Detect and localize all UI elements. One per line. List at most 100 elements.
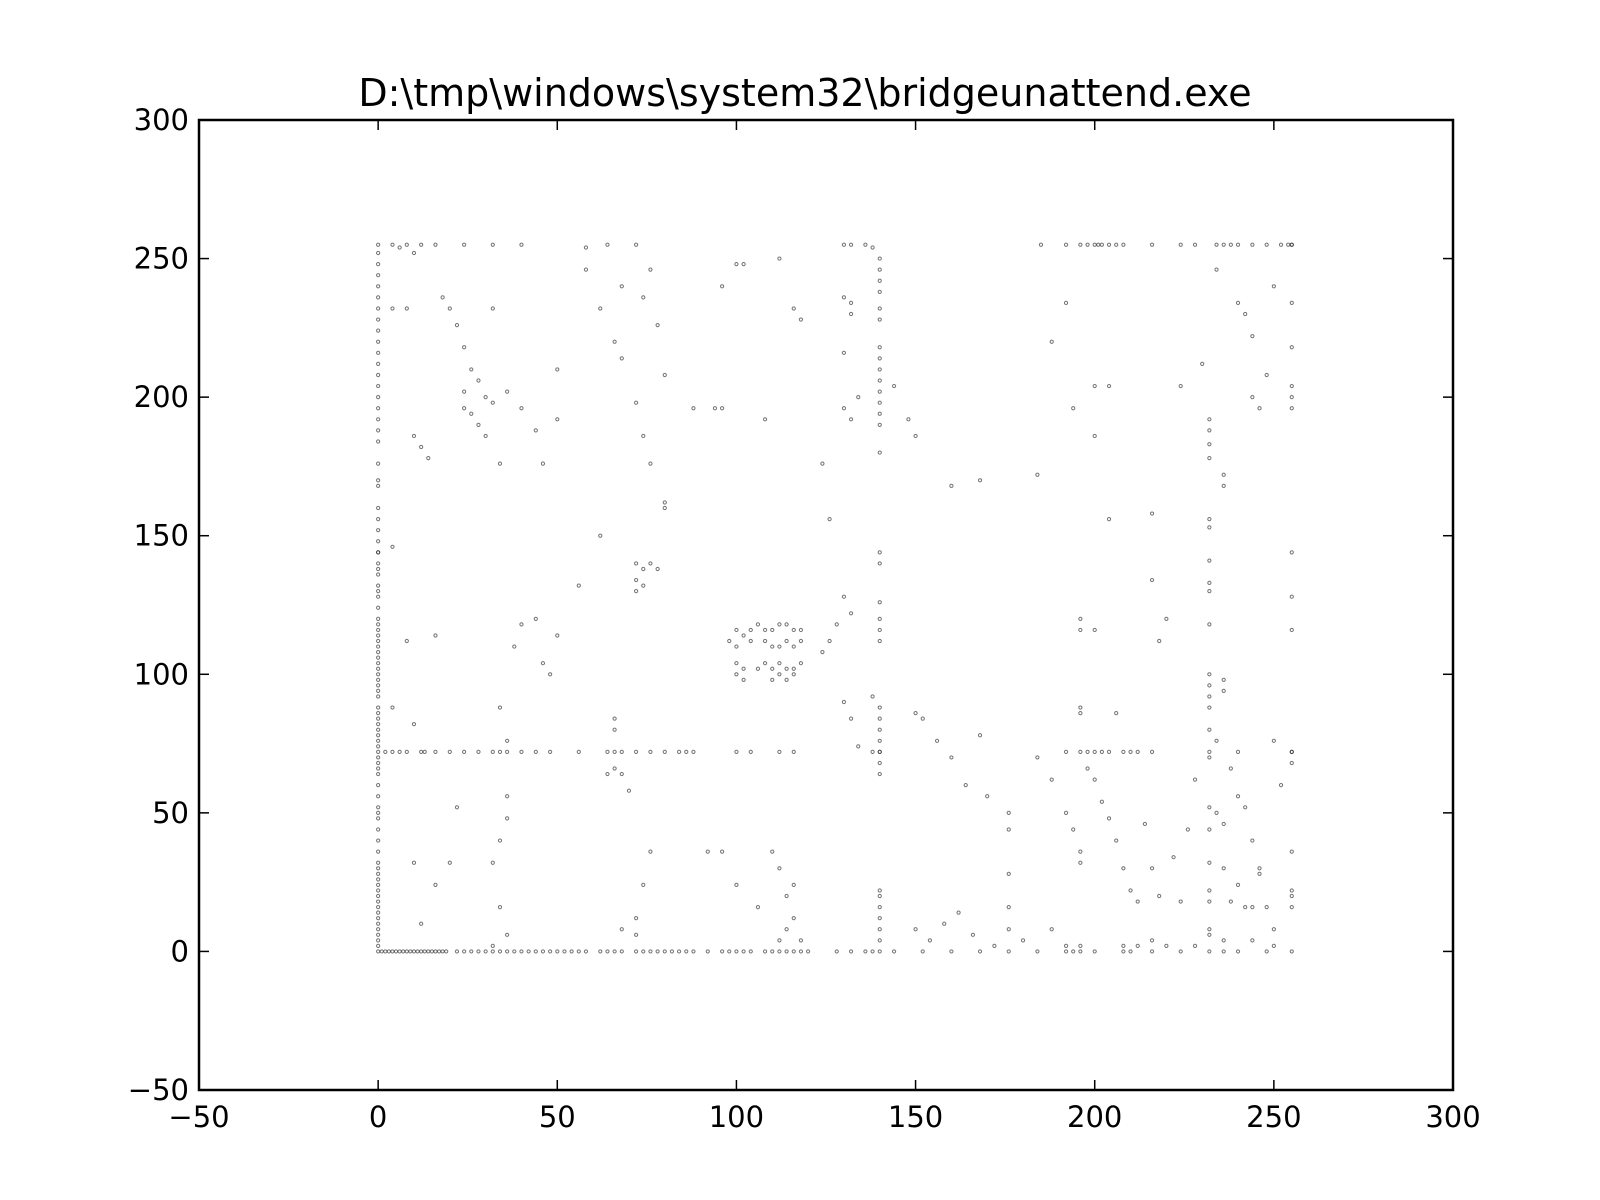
scatter-point (791, 749, 796, 754)
scatter-point (454, 805, 460, 810)
scatter-point (1228, 242, 1233, 247)
scatter-point (1289, 893, 1294, 899)
scatter-point (476, 949, 481, 954)
scatter-point (877, 716, 882, 721)
scatter-point (1207, 949, 1212, 954)
scatter-point (1257, 406, 1262, 411)
scatter-point (376, 650, 381, 655)
scatter-point (605, 749, 610, 754)
scatter-point (497, 949, 503, 954)
scatter-point (376, 727, 381, 732)
scatter-point (641, 566, 646, 572)
scatter-point (1178, 242, 1183, 247)
scatter-point (598, 949, 603, 954)
scatter-point (791, 306, 796, 311)
scatter-point (419, 749, 424, 754)
scatter-point (734, 661, 739, 666)
scatter-point (748, 627, 753, 633)
scatter-point (791, 882, 796, 888)
scatter-point (684, 749, 689, 754)
scatter-point (770, 644, 775, 649)
scatter-point (1289, 383, 1294, 389)
scatter-point (1207, 672, 1212, 677)
x-tick-label: 0 (369, 1100, 387, 1134)
scatter-point (848, 949, 854, 954)
scatter-point (490, 860, 495, 865)
scatter-point (877, 888, 882, 893)
scatter-point (1149, 866, 1155, 871)
x-tick-label: 250 (1246, 1100, 1301, 1134)
scatter-point (1264, 949, 1269, 954)
scatter-point (1271, 284, 1276, 289)
scatter-point (404, 949, 409, 954)
scatter-point (762, 638, 768, 644)
scatter-point (540, 461, 546, 466)
scatter-point (376, 638, 381, 644)
scatter-point (805, 949, 811, 954)
scatter-point (834, 949, 839, 954)
scatter-point (1135, 899, 1140, 904)
scatter-point (691, 949, 696, 954)
scatter-point (376, 904, 381, 910)
scatter-point (770, 666, 775, 671)
scatter-point (1289, 760, 1294, 766)
scatter-point (992, 943, 997, 948)
scatter-point (469, 949, 474, 954)
scatter-point (791, 672, 796, 677)
scatter-point (913, 433, 918, 439)
scatter-point (949, 755, 954, 760)
scatter-point (376, 755, 381, 760)
scatter-point (1235, 242, 1241, 247)
scatter-point (1078, 705, 1083, 710)
scatter-point (376, 882, 381, 888)
scatter-point (376, 666, 381, 671)
scatter-point (634, 561, 639, 566)
scatter-point (555, 633, 560, 638)
scatter-point (777, 644, 782, 649)
scatter-point (376, 605, 381, 610)
scatter-point (848, 417, 854, 422)
scatter-point (970, 932, 976, 937)
scatter-point (1250, 242, 1255, 247)
scatter-point (791, 627, 796, 633)
scatter-point (483, 395, 488, 400)
scatter-point (376, 572, 381, 577)
scatter-point (798, 317, 804, 322)
scatter-point (1207, 899, 1212, 904)
scatter-point (877, 317, 882, 322)
scatter-point (820, 461, 825, 466)
scatter-point (379, 949, 384, 954)
x-tick-label: 300 (1425, 1100, 1480, 1134)
plot-area-frame (197, 118, 1455, 1092)
scatter-point (741, 633, 746, 638)
scatter-point (1250, 904, 1255, 910)
scatter-point (419, 444, 424, 450)
scatter-point (433, 633, 438, 638)
scatter-point (1121, 749, 1126, 754)
scatter-point (920, 949, 925, 954)
scatter-point (376, 428, 381, 433)
scatter-point (784, 949, 789, 954)
scatter-point (1207, 927, 1212, 932)
scatter-point (569, 949, 574, 954)
scatter-point (1221, 242, 1226, 247)
scatter-point (1063, 810, 1069, 815)
scatter-point (1243, 311, 1248, 317)
scatter-point (1257, 871, 1262, 876)
scatter-point (1099, 799, 1104, 804)
scatter-point (1171, 855, 1176, 860)
scatter-point (1135, 749, 1140, 754)
scatter-point (1092, 242, 1097, 247)
scatter-point (404, 749, 409, 754)
scatter-point (497, 705, 503, 710)
scatter-point (376, 633, 381, 638)
scatter-point (877, 727, 882, 732)
scatter-point (662, 500, 667, 505)
scatter-point (877, 749, 882, 754)
scatter-point (877, 916, 882, 921)
scatter-point (1235, 794, 1241, 799)
scatter-point (1085, 749, 1090, 754)
scatter-point (540, 661, 546, 666)
scatter-point (655, 949, 660, 954)
scatter-point (376, 716, 381, 721)
